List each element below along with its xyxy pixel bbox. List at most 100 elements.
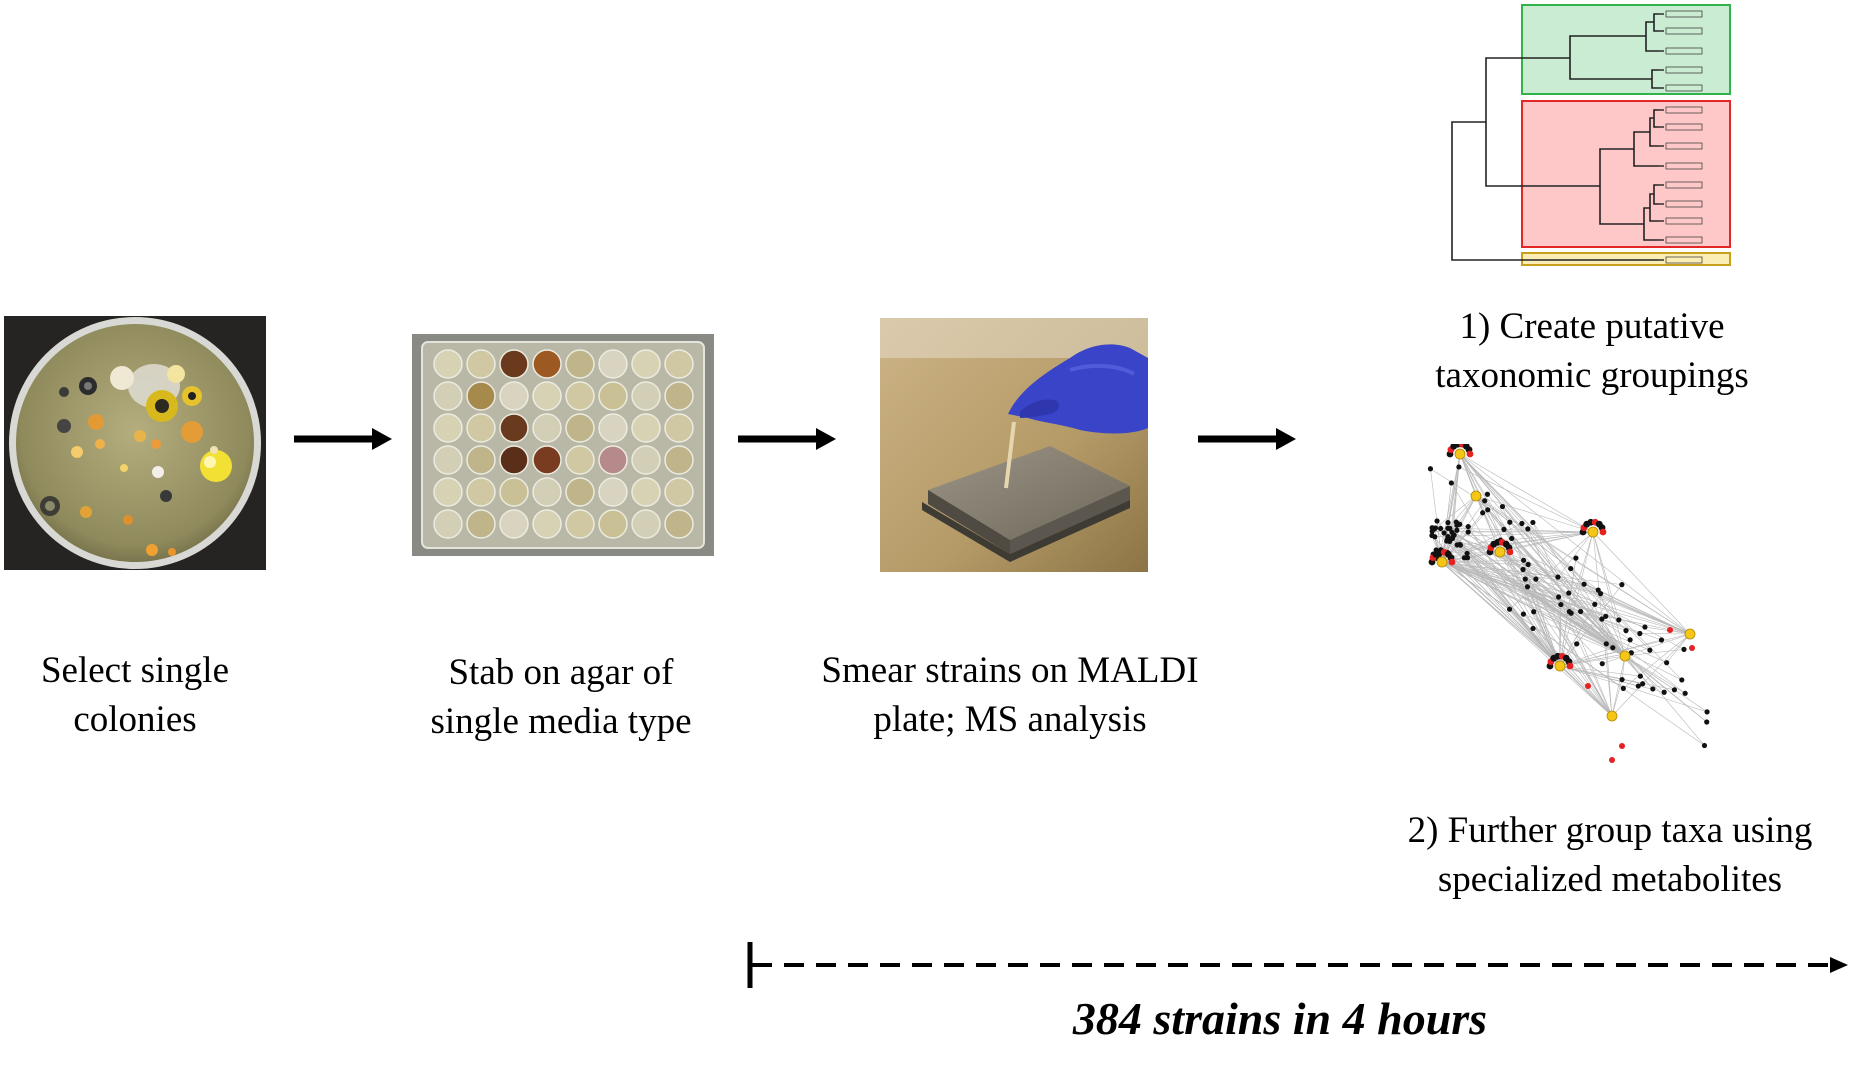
network-edge	[1459, 453, 1594, 533]
network-node	[1623, 628, 1629, 634]
network-edge	[1666, 633, 1691, 663]
network-node	[1507, 519, 1513, 525]
step3-caption-line1: Smear strains on MALDI	[821, 650, 1199, 691]
output2-caption: 2) Further group taxa using specialized …	[1370, 806, 1850, 904]
network-edge	[1475, 495, 1571, 569]
network-edge	[1441, 561, 1510, 610]
network-edge	[1456, 495, 1477, 526]
network-edge	[1611, 679, 1623, 717]
network-edge	[1447, 552, 1613, 717]
well	[565, 509, 595, 539]
network-edge	[1624, 655, 1707, 723]
cluster-box-yellow	[1521, 252, 1731, 266]
network-edge	[1475, 495, 1572, 614]
well	[433, 477, 463, 507]
network-node	[1555, 574, 1561, 580]
network-node	[1664, 660, 1670, 666]
network-edge	[1441, 561, 1595, 605]
network-node	[1445, 520, 1451, 526]
network-edge	[1459, 453, 1691, 635]
dendrogram-branch	[1451, 121, 1658, 261]
network-node	[1501, 526, 1507, 532]
well-plate-photo	[412, 334, 714, 556]
network-edge	[1592, 531, 1613, 717]
network-edge	[1499, 551, 1603, 620]
network-edge	[1441, 561, 1561, 667]
network-edge	[1451, 482, 1561, 667]
network-edge	[1441, 561, 1569, 594]
network-edge	[1458, 466, 1594, 533]
network-node	[1499, 503, 1506, 510]
network-edge	[1624, 655, 1686, 694]
network-node	[1429, 532, 1435, 539]
network-edge	[1459, 453, 1626, 657]
network-edge	[1441, 561, 1626, 657]
network-node	[1610, 645, 1616, 651]
network-node	[1519, 520, 1525, 527]
network-node	[1637, 630, 1643, 637]
well	[598, 413, 628, 443]
network-edge	[1524, 579, 1561, 667]
network-hub-node	[1684, 628, 1696, 640]
network-node	[1616, 617, 1622, 623]
network-node	[1441, 530, 1447, 536]
network-edge	[1441, 561, 1682, 681]
network-node	[1609, 757, 1615, 763]
network-node	[1637, 673, 1643, 679]
network-edge	[1441, 453, 1461, 563]
step1-caption: Select single colonies	[0, 646, 270, 744]
well	[631, 509, 661, 539]
network-node	[1599, 616, 1605, 622]
network-edge	[1592, 531, 1691, 635]
network-edge	[1559, 633, 1691, 667]
well	[664, 445, 694, 475]
well	[532, 381, 562, 411]
petri-dish-photo	[4, 316, 266, 570]
network-node	[1671, 687, 1678, 693]
network-hub-node	[1606, 710, 1618, 722]
network-node	[1461, 555, 1467, 561]
network-node	[1581, 581, 1587, 587]
network-node	[1484, 491, 1491, 497]
network-node	[1457, 542, 1463, 548]
network-edge	[1592, 531, 1626, 657]
well	[565, 445, 595, 475]
network-edge	[1623, 633, 1691, 689]
well	[499, 381, 529, 411]
network-node	[1520, 566, 1526, 573]
network-node	[1522, 576, 1528, 582]
network-node	[1466, 450, 1474, 458]
dendrogram-leaf-label	[1665, 66, 1703, 74]
cluster-box-green	[1521, 4, 1731, 95]
well	[631, 349, 661, 379]
network-node	[1456, 464, 1462, 470]
dendrogram-leaf-label	[1665, 200, 1703, 208]
well	[565, 349, 595, 379]
network-node	[1619, 676, 1625, 683]
network-hub-node	[1454, 448, 1466, 460]
network-node	[1480, 510, 1486, 516]
maldi-plate-photo	[880, 318, 1148, 572]
output2-caption-line1: 2) Further group taxa using	[1407, 810, 1813, 851]
well	[466, 477, 496, 507]
network-node	[1704, 709, 1710, 715]
network-node	[1434, 518, 1440, 524]
timeline-arrow	[747, 942, 1848, 988]
network-edge	[1559, 665, 1641, 677]
network-node	[1635, 683, 1641, 689]
network-node	[1620, 685, 1626, 691]
well	[466, 445, 496, 475]
network-edge	[1475, 495, 1594, 533]
well	[664, 477, 694, 507]
network-edge	[1460, 544, 1561, 667]
network-node	[1592, 601, 1598, 607]
network-edge	[1592, 531, 1620, 620]
well	[433, 413, 463, 443]
network-edge	[1456, 529, 1691, 635]
network-node	[1704, 719, 1710, 725]
output1-caption: 1) Create putative taxonomic groupings	[1382, 302, 1802, 400]
network-edge	[1559, 665, 1639, 687]
network-edge	[1441, 561, 1640, 634]
well	[565, 477, 595, 507]
well	[433, 349, 463, 379]
